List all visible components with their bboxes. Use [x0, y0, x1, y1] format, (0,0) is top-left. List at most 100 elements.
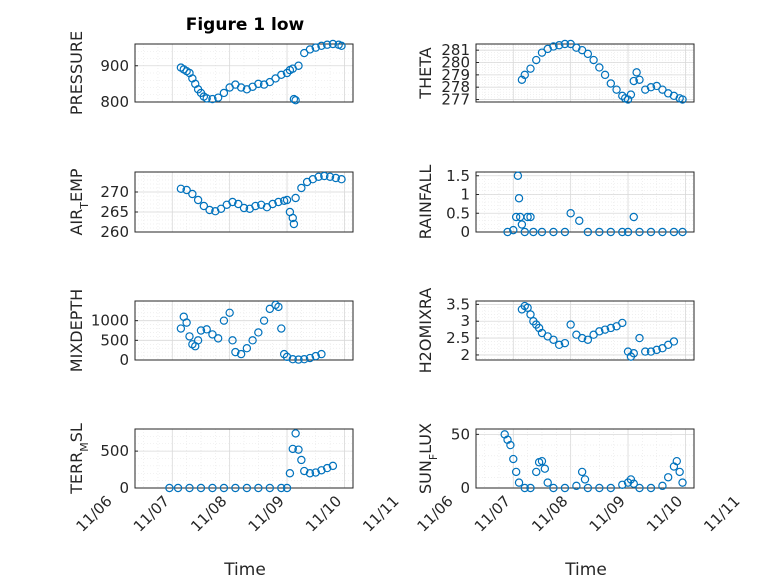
y-tick-label: 0	[119, 351, 129, 369]
data-point	[277, 70, 286, 80]
y-axis-label: TERRMSL	[67, 423, 91, 495]
y-axis-label: SUNFLUX	[416, 423, 440, 494]
data-point	[641, 347, 650, 356]
data-point	[188, 189, 197, 199]
data-point	[526, 64, 535, 73]
y-tick-label: 900	[100, 57, 129, 75]
data-point	[337, 41, 346, 51]
x-tick-label: 11/06	[72, 492, 115, 535]
data-point	[513, 171, 523, 180]
data-point	[193, 195, 203, 205]
x-tick-label: 11/11	[359, 492, 402, 535]
data-point	[589, 55, 598, 65]
data-point	[231, 483, 240, 493]
axes-box	[134, 300, 354, 361]
data-point	[537, 456, 547, 466]
data-point	[606, 323, 616, 333]
data-point	[265, 304, 275, 314]
x-tick-label: 11/06	[413, 492, 456, 535]
data-point	[511, 212, 521, 222]
data-point	[182, 185, 191, 195]
data-point	[213, 334, 223, 343]
axes-box	[134, 428, 354, 489]
axes-box	[475, 300, 695, 361]
data-point	[208, 94, 217, 104]
data-point	[523, 212, 532, 222]
data-point	[305, 353, 315, 363]
data-point	[506, 440, 515, 450]
axes-box	[134, 43, 354, 103]
data-point	[532, 467, 541, 477]
data-point	[537, 48, 547, 57]
data-point	[520, 483, 529, 493]
data-point	[311, 43, 320, 52]
data-point	[577, 333, 587, 343]
x-tick-label: 11/08	[528, 492, 571, 535]
data-point	[297, 455, 306, 465]
data-point	[320, 171, 329, 181]
data-point	[274, 197, 283, 207]
x-tick-label: 11/11	[700, 492, 743, 535]
y-axis-label: AIRTEMP	[67, 168, 91, 235]
subplot-3: 260 265 270 AIRTEMP	[67, 168, 354, 241]
data-point	[259, 316, 269, 325]
data-point	[225, 308, 234, 317]
axes-box	[475, 43, 695, 103]
axes-box	[475, 171, 695, 233]
data-point	[658, 227, 667, 237]
data-point	[242, 344, 252, 353]
data-point	[583, 335, 593, 344]
data-point	[514, 478, 524, 487]
data-point	[176, 324, 186, 333]
data-point	[285, 469, 295, 478]
data-point	[618, 480, 627, 489]
data-point	[291, 95, 300, 105]
data-point	[600, 325, 610, 334]
data-point	[254, 328, 263, 337]
data-point	[632, 68, 641, 77]
data-point	[288, 444, 297, 454]
data-point	[202, 94, 211, 103]
data-point	[532, 55, 541, 65]
data-point	[311, 468, 320, 477]
data-point	[165, 483, 174, 493]
data-point	[560, 483, 570, 493]
y-tick-label: 500	[100, 331, 129, 349]
data-point	[337, 174, 346, 184]
data-point	[635, 227, 644, 237]
data-point	[196, 326, 206, 335]
y-tick-label: 1000	[91, 312, 129, 330]
data-point	[236, 83, 246, 92]
data-point	[277, 324, 286, 333]
data-point	[176, 184, 186, 193]
data-point	[239, 203, 249, 213]
data-point	[219, 88, 229, 98]
data-point	[173, 483, 183, 493]
data-point	[331, 173, 340, 183]
y-tick-label: 0	[460, 223, 470, 241]
data-point	[289, 94, 299, 104]
data-point	[646, 483, 656, 493]
data-point	[282, 483, 292, 493]
data-point	[511, 467, 521, 477]
data-point	[646, 82, 656, 92]
data-point	[185, 332, 194, 341]
data-point	[566, 320, 575, 329]
y-tick-label: 278	[441, 78, 470, 96]
data-point	[618, 318, 627, 328]
data-point	[575, 216, 584, 225]
data-point	[305, 45, 315, 54]
data-point	[202, 325, 211, 334]
y-tick-label: 0	[119, 479, 129, 497]
data-point	[271, 74, 280, 83]
data-point	[297, 183, 306, 193]
data-point	[635, 75, 644, 84]
data-point	[288, 355, 297, 364]
data-point	[549, 42, 558, 51]
subplot-1: 800 900 PRESSURE	[67, 31, 354, 115]
x-tick-label: 11/07	[130, 492, 173, 535]
